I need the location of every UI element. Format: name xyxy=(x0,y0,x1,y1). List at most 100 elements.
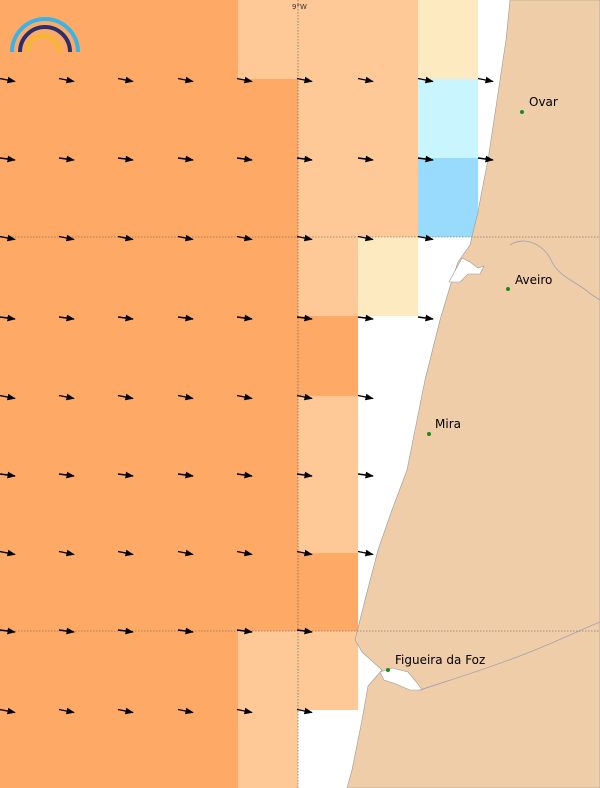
wind-arrow-icon xyxy=(236,393,253,401)
wind-arrow-icon xyxy=(236,627,253,635)
grid-cell xyxy=(238,631,298,788)
wind-arrow-icon xyxy=(417,234,434,242)
grid-cell xyxy=(238,237,298,631)
grid-cell xyxy=(238,79,298,237)
place-label-aveiro: Aveiro xyxy=(515,273,552,287)
wind-arrow-icon xyxy=(0,549,16,557)
grid-cell xyxy=(418,79,478,158)
wind-arrow-icon xyxy=(0,234,16,242)
wind-arrow-icon xyxy=(177,234,194,242)
wind-arrow-icon xyxy=(236,707,253,715)
logo-arc-middle xyxy=(18,25,72,53)
logo-arc-outer xyxy=(10,17,80,53)
wind-arrow-icon xyxy=(477,155,494,163)
wind-arrow-icon xyxy=(58,471,75,479)
wind-arrow-icon xyxy=(417,314,434,322)
rainbow-arcs-logo xyxy=(10,17,80,53)
place-dot-mira xyxy=(427,432,431,436)
wind-arrow-icon xyxy=(117,234,134,242)
wind-arrow-icon xyxy=(0,76,16,84)
mondego-estuary xyxy=(379,667,423,691)
river-line xyxy=(509,240,600,301)
wind-arrow-icon xyxy=(117,627,134,635)
place-label-ovar: Ovar xyxy=(529,95,558,109)
wind-arrow-icon xyxy=(0,707,16,715)
wind-arrow-icon xyxy=(177,393,194,401)
wind-arrow-icon xyxy=(177,707,194,715)
wind-arrow-icon xyxy=(296,234,313,242)
wind-arrow-icon xyxy=(0,393,16,401)
wind-arrow-icon xyxy=(417,155,434,163)
grid-cell xyxy=(298,553,358,631)
wind-arrow-icon xyxy=(296,627,313,635)
aveiro-lagoon xyxy=(448,257,485,283)
wind-arrow-icon xyxy=(357,234,374,242)
wind-arrows xyxy=(0,76,494,715)
wind-arrow-icon xyxy=(417,76,434,84)
place-label-figueira: Figueira da Foz xyxy=(395,653,485,667)
wind-arrow-icon xyxy=(117,155,134,163)
grid-cell xyxy=(418,0,478,79)
wind-arrow-icon xyxy=(177,314,194,322)
wind-arrow-icon xyxy=(117,314,134,322)
grid-cell xyxy=(298,316,358,396)
wind-arrow-icon xyxy=(58,234,75,242)
wind-arrow-icon xyxy=(58,627,75,635)
wind-arrow-icon xyxy=(236,314,253,322)
wind-arrow-icon xyxy=(296,76,313,84)
wind-arrow-icon xyxy=(236,76,253,84)
wind-arrow-icon xyxy=(357,155,374,163)
wind-arrow-icon xyxy=(58,155,75,163)
wind-arrow-icon xyxy=(296,549,313,557)
place-dot-figueira xyxy=(386,668,390,672)
place-dot-aveiro xyxy=(506,287,510,291)
wind-arrow-icon xyxy=(357,393,374,401)
district-border xyxy=(419,621,600,691)
land-area xyxy=(346,0,600,788)
wind-arrow-icon xyxy=(357,314,374,322)
wind-arrow-icon xyxy=(357,471,374,479)
wind-arrow-icon xyxy=(177,471,194,479)
wind-arrow-icon xyxy=(357,76,374,84)
wind-arrow-icon xyxy=(117,707,134,715)
wind-arrow-icon xyxy=(477,76,494,84)
grid-cell xyxy=(418,158,478,237)
place-markers: Ovar Aveiro Mira Figueira da Foz xyxy=(386,95,558,672)
place-label-mira: Mira xyxy=(435,417,461,431)
wind-arrow-icon xyxy=(296,471,313,479)
wind-arrow-icon xyxy=(177,155,194,163)
grid-cell xyxy=(298,396,358,553)
wind-arrow-icon xyxy=(117,76,134,84)
wind-arrow-icon xyxy=(236,155,253,163)
wind-arrow-icon xyxy=(177,549,194,557)
wind-arrow-icon xyxy=(357,549,374,557)
wind-arrow-icon xyxy=(58,393,75,401)
wind-arrow-icon xyxy=(117,549,134,557)
wind-arrow-icon xyxy=(0,314,16,322)
grid-cell xyxy=(298,0,418,237)
wind-arrow-icon xyxy=(117,471,134,479)
wind-arrow-icon xyxy=(296,707,313,715)
wind-arrow-icon xyxy=(236,549,253,557)
wind-arrow-icon xyxy=(177,627,194,635)
grid-cell xyxy=(238,0,298,79)
wind-arrow-icon xyxy=(236,234,253,242)
grid-cell xyxy=(0,0,238,788)
wind-arrow-icon xyxy=(117,393,134,401)
wind-arrow-icon xyxy=(58,549,75,557)
wind-arrow-icon xyxy=(177,76,194,84)
grid-cell xyxy=(298,237,358,316)
wind-arrow-icon xyxy=(58,76,75,84)
logo-arc-inner xyxy=(25,34,61,53)
wind-arrow-icon xyxy=(296,155,313,163)
wind-arrow-icon xyxy=(58,707,75,715)
wind-arrow-icon xyxy=(0,471,16,479)
wind-arrow-icon xyxy=(58,314,75,322)
wind-arrow-icon xyxy=(0,627,16,635)
wind-arrow-icon xyxy=(296,393,313,401)
wind-arrow-icon xyxy=(236,471,253,479)
grid-cell xyxy=(298,631,358,710)
wind-arrow-icon xyxy=(0,155,16,163)
place-dot-ovar xyxy=(520,110,524,114)
